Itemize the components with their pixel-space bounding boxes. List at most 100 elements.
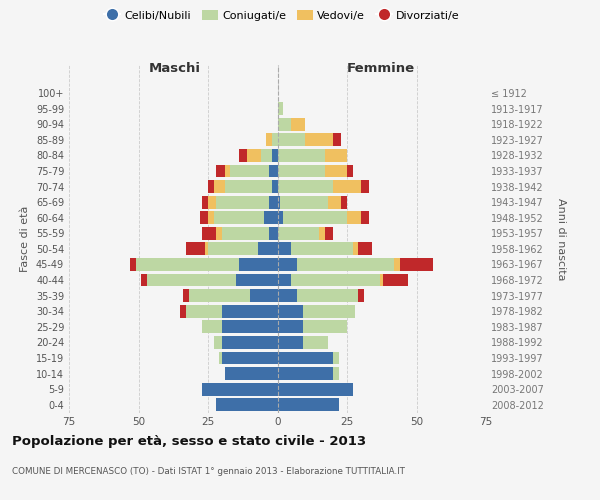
Bar	[202, 196, 208, 208]
Bar	[208, 242, 258, 256]
Bar	[361, 180, 369, 193]
Bar	[224, 164, 230, 177]
Bar	[361, 212, 369, 224]
Bar	[305, 134, 333, 146]
Bar	[147, 274, 236, 286]
Bar	[333, 367, 338, 380]
Bar	[277, 102, 283, 115]
Bar	[269, 227, 277, 239]
Bar	[277, 180, 333, 193]
Bar	[328, 196, 341, 208]
Bar	[272, 180, 277, 193]
Bar	[277, 227, 319, 239]
Bar	[383, 274, 408, 286]
Bar	[277, 212, 283, 224]
Bar	[214, 180, 224, 193]
Bar	[202, 382, 277, 396]
Bar	[186, 242, 205, 256]
Bar	[261, 149, 272, 162]
Bar	[325, 227, 333, 239]
Bar	[239, 149, 247, 162]
Bar	[292, 242, 353, 256]
Bar	[217, 398, 277, 411]
Bar	[277, 164, 325, 177]
Bar	[205, 242, 208, 256]
Bar	[141, 274, 147, 286]
Bar	[236, 274, 277, 286]
Y-axis label: Fasce di età: Fasce di età	[20, 206, 30, 272]
Bar	[269, 164, 277, 177]
Bar	[222, 320, 277, 333]
Bar	[277, 149, 325, 162]
Bar	[208, 212, 214, 224]
Bar	[333, 352, 338, 364]
Bar	[302, 336, 328, 349]
Bar	[277, 134, 305, 146]
Bar	[277, 242, 292, 256]
Bar	[277, 398, 338, 411]
Bar	[283, 212, 347, 224]
Bar	[222, 305, 277, 318]
Bar	[230, 164, 269, 177]
Bar	[272, 149, 277, 162]
Legend: Celibi/Nubili, Coniugati/e, Vedovi/e, Divorziati/e: Celibi/Nubili, Coniugati/e, Vedovi/e, Di…	[100, 6, 464, 25]
Bar	[250, 289, 277, 302]
Bar	[277, 382, 353, 396]
Bar	[222, 227, 269, 239]
Bar	[188, 289, 250, 302]
Bar	[297, 258, 394, 271]
Bar	[258, 242, 277, 256]
Bar	[247, 149, 261, 162]
Bar	[347, 164, 353, 177]
Bar	[280, 196, 328, 208]
Text: Femmine: Femmine	[346, 62, 415, 75]
Bar	[277, 196, 280, 208]
Bar	[277, 352, 333, 364]
Bar	[277, 258, 297, 271]
Bar	[297, 289, 358, 302]
Bar	[277, 336, 302, 349]
Bar	[325, 164, 347, 177]
Bar	[358, 289, 364, 302]
Bar	[136, 258, 239, 271]
Bar	[341, 196, 347, 208]
Bar	[180, 305, 186, 318]
Text: Popolazione per età, sesso e stato civile - 2013: Popolazione per età, sesso e stato civil…	[12, 435, 366, 448]
Bar	[224, 367, 277, 380]
Text: COMUNE DI MERCENASCO (TO) - Dati ISTAT 1° gennaio 2013 - Elaborazione TUTTITALIA: COMUNE DI MERCENASCO (TO) - Dati ISTAT 1…	[12, 468, 405, 476]
Bar	[333, 134, 341, 146]
Bar	[347, 212, 361, 224]
Bar	[277, 367, 333, 380]
Bar	[239, 258, 277, 271]
Bar	[202, 227, 217, 239]
Bar	[292, 274, 380, 286]
Bar	[394, 258, 400, 271]
Bar	[217, 227, 222, 239]
Bar	[302, 305, 355, 318]
Text: Maschi: Maschi	[149, 62, 200, 75]
Bar	[183, 289, 188, 302]
Y-axis label: Anni di nascita: Anni di nascita	[556, 198, 566, 280]
Bar	[292, 118, 305, 130]
Bar	[200, 212, 208, 224]
Bar	[208, 180, 214, 193]
Bar	[214, 212, 263, 224]
Bar	[208, 196, 217, 208]
Bar	[130, 258, 136, 271]
Bar	[222, 352, 277, 364]
Bar	[319, 227, 325, 239]
Bar	[333, 180, 361, 193]
Bar	[222, 336, 277, 349]
Bar	[214, 336, 222, 349]
Bar	[219, 352, 222, 364]
Bar	[272, 134, 277, 146]
Bar	[269, 196, 277, 208]
Bar	[224, 180, 272, 193]
Bar	[186, 305, 222, 318]
Bar	[353, 242, 358, 256]
Bar	[400, 258, 433, 271]
Bar	[277, 118, 292, 130]
Bar	[277, 274, 292, 286]
Bar	[263, 212, 277, 224]
Bar	[325, 149, 347, 162]
